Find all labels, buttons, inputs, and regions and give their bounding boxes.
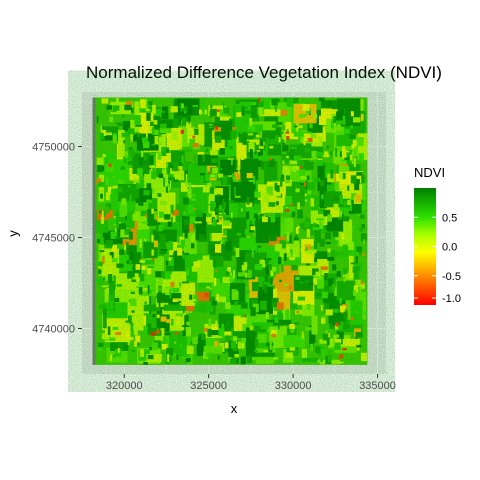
y-axis: 4740000 4745000 4750000: [32, 142, 82, 336]
legend-tick-label: 0.5: [442, 212, 457, 224]
raster-texture: [95, 97, 368, 365]
legend-tick-label: -1.0: [442, 293, 461, 305]
x-tick-label: 320000: [106, 380, 143, 392]
x-axis: 320000 325000 330000 335000: [106, 374, 396, 392]
y-tick-label: 4745000: [32, 233, 75, 245]
x-tick-label: 330000: [275, 380, 312, 392]
raster-edge: [92, 97, 96, 365]
legend-title: NDVI: [414, 165, 446, 180]
legend: 0.5 0.0 -0.5 -1.0: [414, 188, 461, 305]
ndvi-raster: [92, 97, 368, 365]
y-tick-label: 4740000: [32, 324, 75, 336]
legend-tick-label: -0.5: [442, 271, 461, 283]
legend-tick-label: 0.0: [442, 242, 457, 254]
chart-title: Normalized Difference Vegetation Index (…: [86, 63, 442, 82]
legend-colorbar: [414, 188, 436, 305]
x-tick-label: 325000: [190, 380, 227, 392]
x-tick-label: 335000: [359, 380, 396, 392]
x-axis-label: x: [230, 401, 238, 416]
y-tick-label: 4750000: [32, 142, 75, 154]
y-axis-label: y: [5, 230, 21, 237]
